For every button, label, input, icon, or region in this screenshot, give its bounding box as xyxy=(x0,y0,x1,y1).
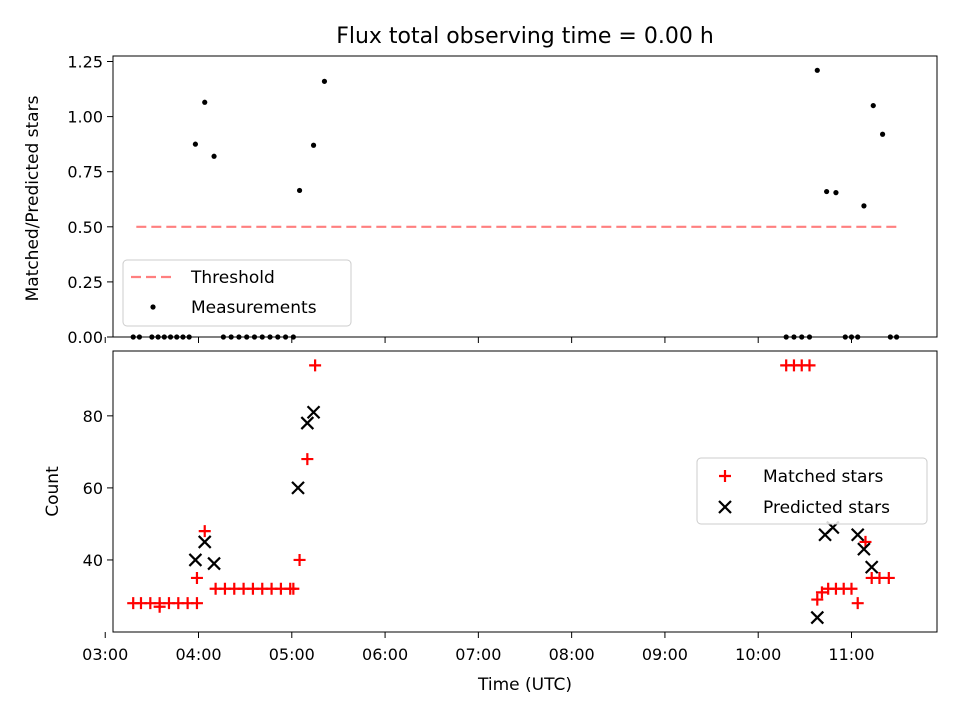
chart-title: Flux total observing time = 0.00 h xyxy=(336,24,714,49)
measurement-point xyxy=(310,142,317,148)
top-y-tick-label: 1.00 xyxy=(67,108,103,127)
measurement-point xyxy=(296,187,303,194)
measurement-point xyxy=(824,188,830,195)
x-tick-label: 11:00 xyxy=(828,645,874,664)
x-tick-label: 03:00 xyxy=(82,645,128,664)
top-legend-box xyxy=(122,259,352,327)
bottom-legend-box xyxy=(696,457,928,525)
predicted-star-marker xyxy=(306,405,321,420)
matched-star-marker xyxy=(851,597,864,610)
matched-star-marker xyxy=(190,597,203,610)
legend-predicted-swatch xyxy=(718,500,732,514)
top-y-tick-label: 0.00 xyxy=(67,328,103,347)
matched-star-marker xyxy=(198,525,211,538)
predicted-star-marker xyxy=(857,542,871,556)
top-y-tick-label: 0.50 xyxy=(67,218,103,237)
predicted-star-marker xyxy=(850,527,865,542)
predicted-star-marker xyxy=(864,560,879,574)
matched-star-marker xyxy=(815,586,828,599)
matched-star-marker xyxy=(301,453,314,466)
matched-star-marker xyxy=(293,553,306,566)
legend-measurements-swatch xyxy=(150,304,156,310)
x-tick-label: 07:00 xyxy=(455,645,501,664)
top-panel: 0.00 0.25 0.50 0.75 1.00 1.25 Matched/Predict… xyxy=(23,53,938,347)
bottom-y-tick-label: 80 xyxy=(83,407,103,426)
bottom-axes-frame xyxy=(112,350,938,633)
bottom-x-ticks: 03:00 04:00 05:00 06:00 07:00 08:00 09:00 10:00… xyxy=(82,632,875,664)
matched-star-marker xyxy=(190,571,203,584)
top-y-tick-label: 0.25 xyxy=(67,273,103,292)
legend-predicted-label: Predicted stars xyxy=(763,498,890,518)
x-tick-label: 09:00 xyxy=(642,645,688,664)
bottom-panel: 40 60 80 03:00 04:00 05:00 06:00 07:00 08:00 09:… xyxy=(43,350,938,695)
predicted-stars-points xyxy=(188,405,879,625)
top-y-axis-label: Matched/Predicted stars xyxy=(23,95,43,301)
matched-star-marker xyxy=(845,582,858,595)
measurement-point xyxy=(833,190,839,196)
measurement-point xyxy=(192,141,198,147)
top-x-ticks xyxy=(104,337,852,343)
legend-matched-swatch xyxy=(719,470,731,482)
top-y-tick-label: 1.25 xyxy=(67,53,103,72)
matched-star-marker xyxy=(803,359,816,372)
predicted-star-marker xyxy=(291,481,305,495)
x-tick-label: 04:00 xyxy=(175,645,221,664)
legend-measurements-label: Measurements xyxy=(191,298,317,318)
predicted-star-marker xyxy=(197,535,212,549)
bottom-y-tick-label: 60 xyxy=(83,479,103,498)
measurement-point xyxy=(814,67,820,73)
bottom-y-ticks: 40 60 80 xyxy=(83,407,113,570)
measurement-point xyxy=(861,203,867,209)
matched-star-marker xyxy=(287,582,300,595)
matched-star-marker xyxy=(153,600,166,613)
measurement-point xyxy=(202,99,208,105)
matched-star-marker xyxy=(309,359,322,372)
bottom-y-axis-label: Count xyxy=(43,466,63,517)
bottom-y-tick-label: 40 xyxy=(83,551,103,570)
matched-star-marker xyxy=(859,535,872,548)
x-tick-label: 10:00 xyxy=(735,645,781,664)
measurement-point xyxy=(321,78,328,84)
x-tick-label: 08:00 xyxy=(549,645,595,664)
x-tick-label: 06:00 xyxy=(362,645,408,664)
measurement-point xyxy=(870,102,876,109)
top-axes-frame xyxy=(112,55,938,338)
legend-threshold-label: Threshold xyxy=(190,268,275,288)
legend-matched-label: Matched stars xyxy=(763,467,883,487)
matched-stars-points xyxy=(127,359,895,613)
matched-star-marker xyxy=(882,571,895,584)
top-y-ticks: 0.00 0.25 0.50 0.75 1.00 1.25 xyxy=(67,53,113,347)
top-y-tick-label: 0.75 xyxy=(67,163,103,182)
predicted-star-marker xyxy=(188,553,203,567)
x-tick-label: 05:00 xyxy=(269,645,315,664)
top-legend: Threshold Measurements xyxy=(122,259,352,327)
predicted-star-marker xyxy=(300,416,315,430)
matched-star-marker xyxy=(811,593,824,606)
bottom-legend: Matched stars Predicted stars xyxy=(696,457,928,525)
x-axis-label: Time (UTC) xyxy=(477,675,572,695)
measurement-point xyxy=(879,131,886,137)
measurement-point xyxy=(211,153,217,159)
predicted-star-marker xyxy=(207,556,221,571)
predicted-star-marker xyxy=(810,610,825,625)
